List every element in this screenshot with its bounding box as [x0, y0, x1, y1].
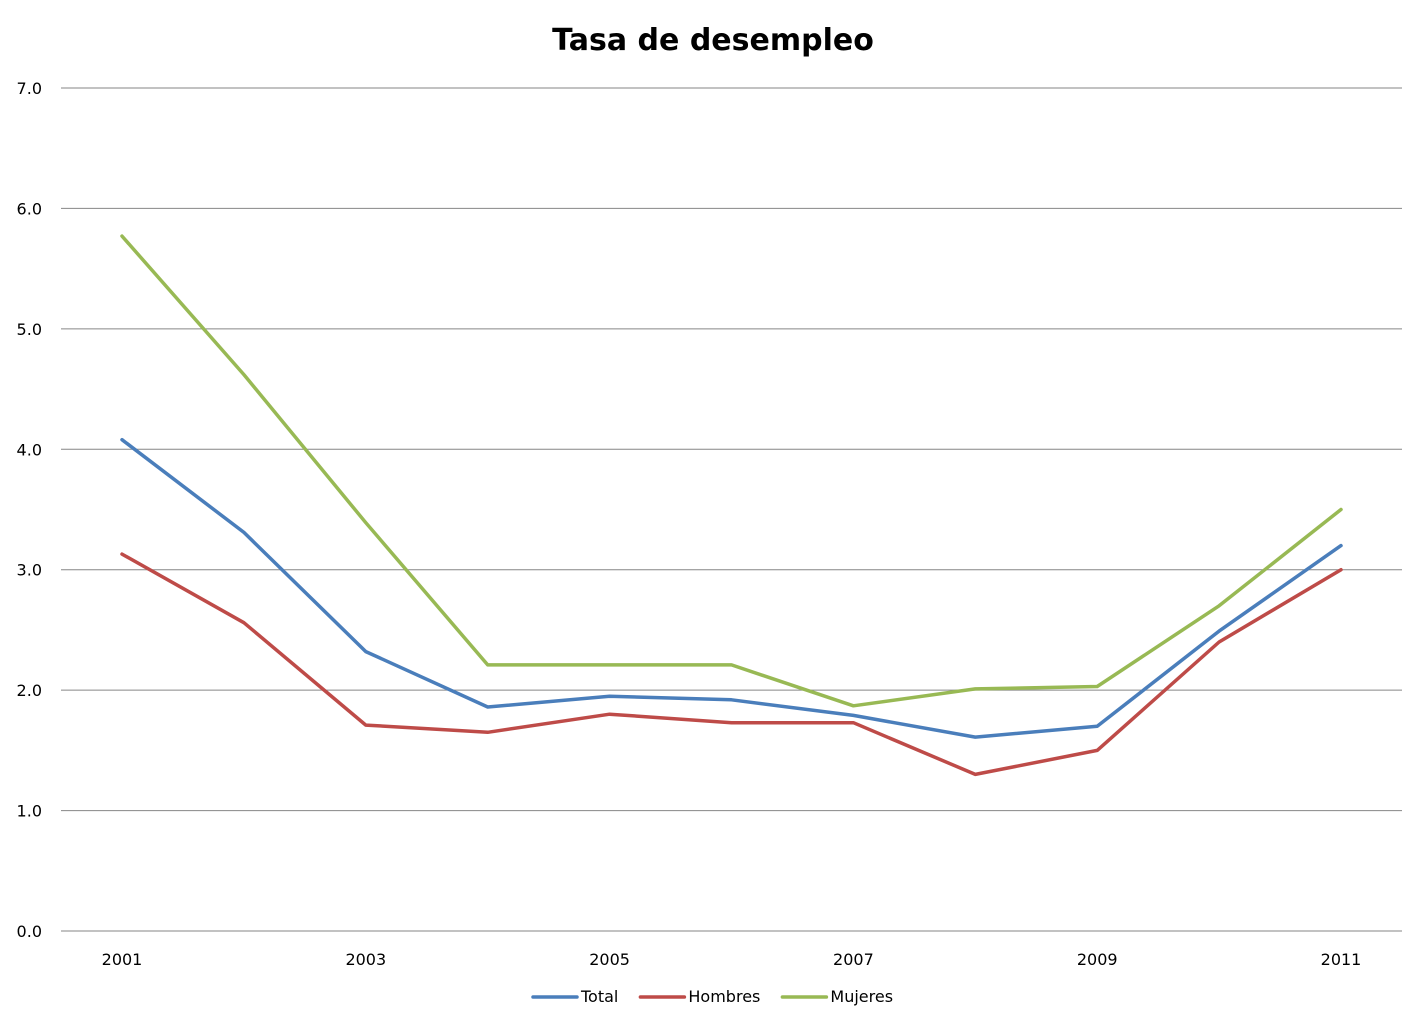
x-tick-label: 2007 — [833, 950, 874, 969]
y-tick-label: 1.0 — [17, 802, 42, 821]
y-tick-label: 6.0 — [17, 199, 42, 218]
y-tick-label: 2.0 — [17, 681, 42, 700]
x-tick-label: 2003 — [345, 950, 386, 969]
series-line-mujeres — [120, 234, 1343, 708]
y-tick-label: 7.0 — [17, 79, 42, 98]
legend-label: Total — [580, 987, 618, 1006]
y-tick-label: 0.0 — [17, 922, 42, 941]
x-axis: 2001 2003 2005 2007 2009 2011 — [102, 950, 1362, 969]
y-tick-label: 4.0 — [17, 440, 42, 459]
gridlines — [61, 87, 1402, 932]
x-tick-label: 2001 — [102, 950, 143, 969]
y-tick-label: 5.0 — [17, 320, 42, 339]
x-tick-label: 2005 — [589, 950, 630, 969]
legend-label: Hombres — [688, 987, 760, 1006]
x-tick-label: 2011 — [1321, 950, 1362, 969]
legend-item-total: Total — [531, 987, 618, 1006]
legend: Total Hombres Mujeres — [531, 987, 893, 1006]
series-lines — [120, 234, 1343, 777]
x-tick-label: 2009 — [1077, 950, 1118, 969]
series-line-total — [120, 437, 1343, 739]
legend-label: Mujeres — [830, 987, 893, 1006]
chart-title: Tasa de desempleo — [552, 23, 874, 58]
y-tick-label: 3.0 — [17, 561, 42, 580]
series-line-hombres — [120, 552, 1343, 777]
legend-item-mujeres: Mujeres — [780, 987, 893, 1006]
y-axis: 0.0 1.0 2.0 3.0 4.0 5.0 6.0 7.0 — [17, 79, 42, 941]
legend-item-hombres: Hombres — [638, 987, 760, 1006]
